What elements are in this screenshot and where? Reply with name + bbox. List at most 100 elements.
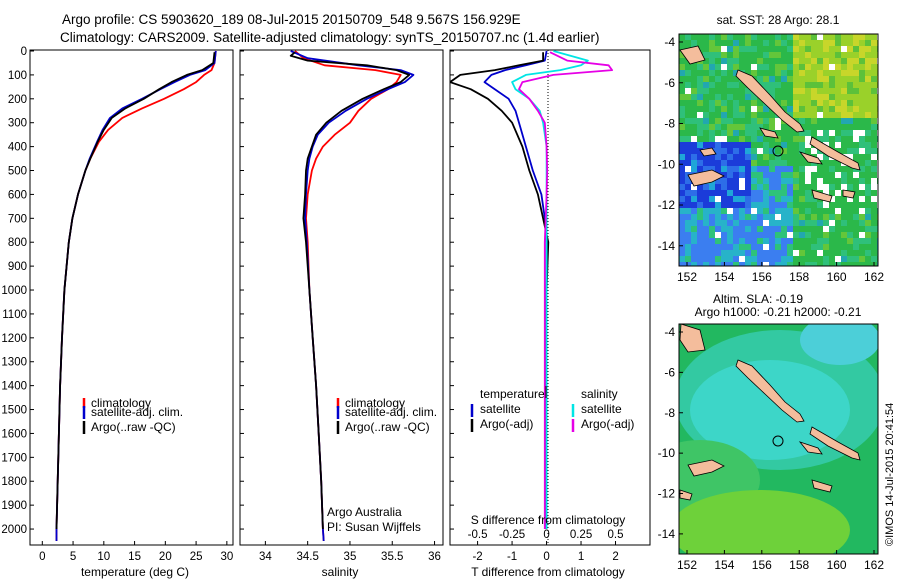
sst-cell: [787, 232, 794, 239]
sst-cell: [853, 220, 860, 227]
lat-label: -6: [664, 365, 675, 379]
sst-cell: [805, 94, 812, 101]
sst-cell: [847, 208, 854, 215]
sst-cell: [835, 256, 842, 263]
sst-cell: [703, 160, 710, 167]
sst-cell: [799, 52, 806, 59]
sst-cell: [733, 52, 740, 59]
sst-cell: [865, 82, 872, 89]
sst-cell: [697, 40, 704, 47]
title-line2: Climatology: CARS2009. Satellite-adjuste…: [60, 30, 600, 45]
sst-cell: [865, 130, 872, 137]
sst-cell: [715, 154, 722, 161]
sst-cell: [745, 190, 752, 197]
sst-cell: [715, 130, 722, 137]
sst-cell: [817, 154, 824, 161]
sst-cell: [733, 58, 740, 65]
sst-cell: [817, 172, 824, 179]
sst-cell: [679, 124, 686, 131]
sst-cell: [703, 124, 710, 131]
sst-cell: [727, 58, 734, 65]
sst-cell: [847, 154, 854, 161]
sst-cell: [811, 178, 818, 185]
sst-cell: [721, 94, 728, 101]
sst-cell: [757, 40, 764, 47]
sst-cell: [817, 100, 824, 107]
sst-cell: [823, 172, 830, 179]
sst-cell: [679, 118, 686, 125]
sst-cell: [763, 196, 770, 203]
sst-cell: [829, 160, 836, 167]
sst-cell: [721, 52, 728, 59]
sst-cell: [697, 244, 704, 251]
sst-cell: [841, 238, 848, 245]
lat-label: -10: [658, 446, 676, 460]
sst-cell: [865, 64, 872, 71]
sst-cell: [829, 172, 836, 179]
sst-cell: [835, 136, 842, 143]
sst-cell: [769, 70, 776, 77]
sst-cell: [721, 136, 728, 143]
series-line-s-argo: [518, 51, 613, 529]
sst-cell: [751, 220, 758, 227]
sst-cell: [781, 106, 788, 113]
sst-cell: [847, 52, 854, 59]
lat-label: -10: [658, 157, 676, 171]
sst-cell: [715, 256, 722, 263]
sst-cell: [763, 106, 770, 113]
sst-cell: [757, 178, 764, 185]
sst-cell: [727, 262, 734, 266]
sst-cell: [817, 232, 824, 239]
sst-cell: [871, 94, 878, 101]
difference-y-ticks: [450, 50, 454, 530]
sst-cell: [745, 136, 752, 143]
sst-cell: [781, 148, 788, 155]
sst-cell: [787, 178, 794, 185]
sst-cell: [685, 244, 692, 251]
depth-tick-label: 1000: [1, 285, 27, 297]
salinity-legend: climatology satellite-adj. clim. Argo(..…: [336, 396, 437, 434]
sst-cell: [715, 238, 722, 245]
sla-map-title1: Altim. SLA: -0.19: [713, 292, 803, 306]
sst-cell: [727, 136, 734, 143]
sst-cell: [733, 142, 740, 149]
sst-cell: [715, 100, 722, 107]
sst-cell: [805, 148, 812, 155]
sst-cell: [865, 190, 872, 197]
sst-cell: [745, 40, 752, 47]
sst-cell: [745, 106, 752, 113]
sst-cell: [805, 202, 812, 209]
sst-cell: [715, 52, 722, 59]
sst-cell: [769, 58, 776, 65]
sst-cell: [697, 94, 704, 101]
sst-cell: [859, 238, 866, 245]
sst-cell: [823, 184, 830, 191]
sst-cell: [763, 34, 770, 41]
sst-cell: [697, 124, 704, 131]
sst-cell: [811, 244, 818, 251]
sst-map-frame: [678, 33, 879, 267]
sst-cell: [745, 178, 752, 185]
sst-cell: [739, 190, 746, 197]
sst-cell: [775, 196, 782, 203]
sst-cell: [727, 34, 734, 41]
sst-cell: [829, 70, 836, 77]
depth-tick-label: 1400: [1, 381, 27, 393]
sst-cell: [685, 88, 692, 95]
sst-cell: [709, 262, 716, 266]
sst-cell: [859, 190, 866, 197]
sst-cell: [745, 70, 752, 77]
sst-cell: [793, 130, 800, 137]
sst-cell: [853, 100, 860, 107]
sst-cell: [715, 94, 722, 101]
sst-cell: [733, 208, 740, 215]
sst-cell: [757, 52, 764, 59]
sst-cell: [745, 64, 752, 71]
sst-cell: [733, 190, 740, 197]
sst-cell: [769, 148, 776, 155]
sst-cell: [709, 202, 716, 209]
sst-cell: [763, 82, 770, 89]
sst-cell: [739, 160, 746, 167]
sst-cell: [733, 124, 740, 131]
sst-cell: [721, 58, 728, 65]
